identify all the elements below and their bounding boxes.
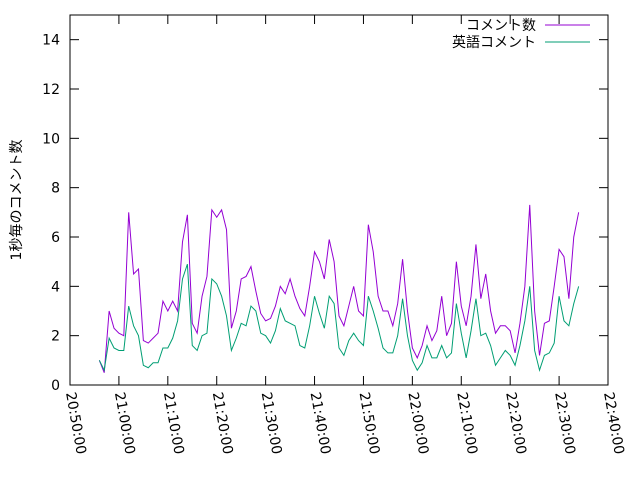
y-tick-label: 0 [51, 378, 60, 394]
x-tick-label: 21:40:00 [307, 391, 334, 456]
y-tick-label: 10 [42, 131, 60, 147]
x-tick-label: 21:10:00 [160, 391, 187, 456]
y-tick-label: 8 [51, 181, 60, 197]
series-line [98, 204, 580, 373]
x-tick-label: 22:20:00 [502, 391, 529, 456]
x-tick-label: 21:30:00 [258, 391, 285, 456]
legend-label: コメント数 [466, 18, 536, 34]
x-tick-label: 21:20:00 [209, 391, 236, 456]
y-tick-label: 6 [51, 230, 60, 246]
x-tick-label: 22:40:00 [600, 391, 627, 456]
series-line [98, 263, 580, 373]
x-tick-label: 21:50:00 [356, 391, 383, 456]
y-tick-label: 2 [51, 329, 60, 345]
y-tick-label: 4 [51, 279, 60, 295]
legend-label: 英語コメント [452, 34, 536, 51]
x-tick-label: 20:50:00 [62, 391, 89, 456]
y-tick-label: 12 [42, 82, 60, 98]
y-axis-label: 1秒毎のコメント数 [9, 140, 25, 261]
x-tick-label: 22:10:00 [453, 391, 480, 456]
x-tick-label: 21:00:00 [111, 391, 138, 456]
plot-frame [69, 14, 609, 386]
x-tick-label: 22:00:00 [404, 391, 431, 456]
x-tick-label: 22:30:00 [551, 391, 578, 456]
y-tick-label: 14 [42, 33, 60, 49]
